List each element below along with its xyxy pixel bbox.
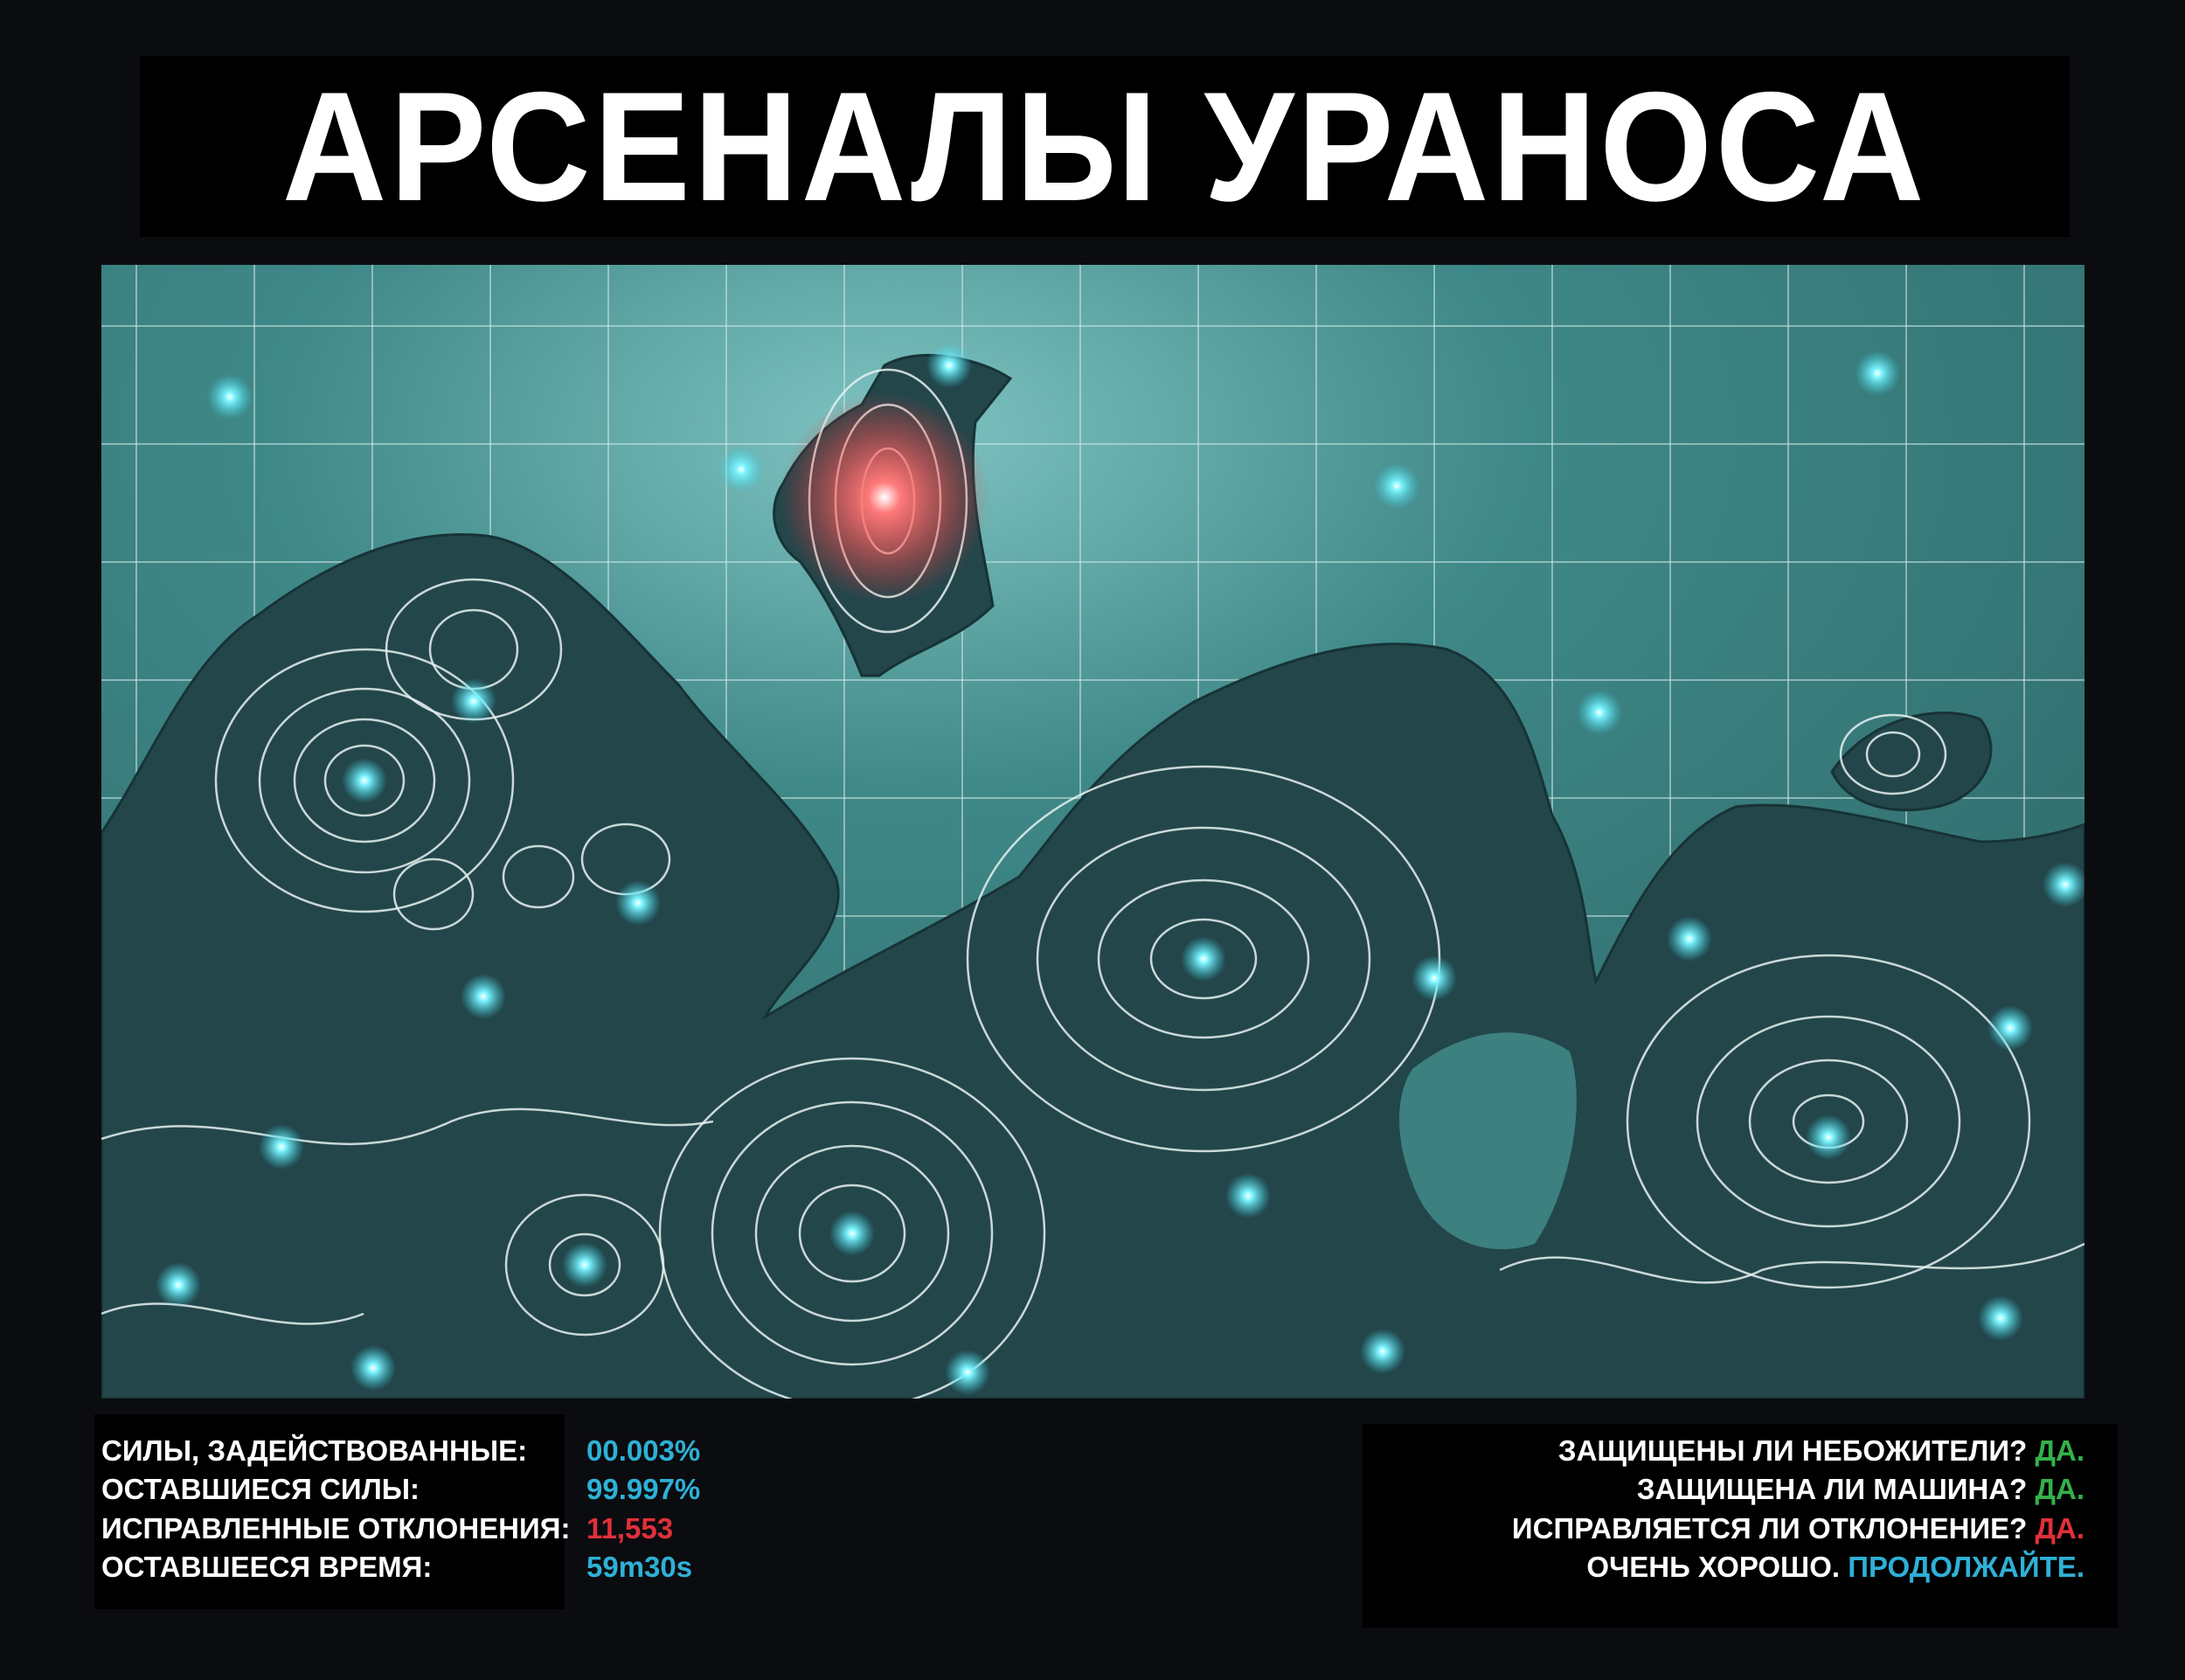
status-line: ОЧЕНЬ ХОРОШО. ПРОДОЛЖАЙТЕ.: [1586, 1550, 2084, 1585]
cyan-glow-point: [945, 1350, 990, 1395]
cyan-glow-point: [342, 758, 387, 803]
status-answer: ДА.: [2035, 1512, 2084, 1545]
cyan-glow-point: [451, 678, 496, 724]
cyan-glow-point: [718, 447, 764, 492]
status-answer: ДА.: [2035, 1434, 2084, 1467]
cyan-glow-point: [1667, 916, 1712, 961]
cyan-glow-point: [1987, 1005, 2033, 1051]
title-banner: АРСЕНАЛЫ УРАНОСА: [140, 56, 2070, 237]
cyan-glow-point: [1806, 1114, 1851, 1160]
cyan-glow-point: [1360, 1329, 1405, 1374]
stat-value: 59m30s: [586, 1551, 693, 1583]
page-title: АРСЕНАЛЫ УРАНОСА: [281, 59, 1928, 233]
cyan-glow-point: [2043, 862, 2084, 907]
cyan-glow-point: [1855, 351, 1900, 396]
cyan-glow-point: [615, 880, 661, 926]
status-panel: [1363, 1424, 2118, 1628]
glow-points: [156, 343, 2084, 1395]
cyan-glow-point: [1412, 955, 1457, 1001]
stat-label: СИЛЫ, ЗАДЕЙСТВОВАННЫЕ:: [101, 1434, 528, 1467]
stat-label: ОСТАВШИЕСЯ СИЛЫ:: [101, 1473, 420, 1505]
stat-value: 00.003%: [586, 1434, 701, 1467]
cyan-glow-point: [926, 343, 972, 388]
status-line: ЗАЩИЩЕНЫ ЛИ НЕБОЖИТЕЛИ? ДА.: [1558, 1434, 2084, 1468]
stat-label: ОСТАВШЕЕСЯ ВРЕМЯ:: [101, 1551, 433, 1583]
cyan-glow-point: [461, 974, 506, 1019]
stat-value: 11,553: [586, 1512, 674, 1545]
status-question: ОЧЕНЬ ХОРОШО.: [1586, 1551, 1841, 1583]
status-answer: ДА.: [2035, 1473, 2084, 1505]
cyan-glow-point: [1577, 690, 1622, 735]
status-line: ЗАЩИЩЕНА ЛИ МАШИНА? ДА.: [1637, 1472, 2084, 1507]
cyan-glow-point: [562, 1242, 607, 1288]
status-line: ИСПРАВЛЯЕТСЯ ЛИ ОТКЛОНЕНИЕ? ДА.: [1512, 1511, 2084, 1546]
cyan-glow-point: [1374, 463, 1419, 509]
stat-value: 99.997%: [586, 1473, 701, 1505]
cyan-glow-point: [259, 1124, 304, 1170]
cyan-glow-point: [1225, 1173, 1271, 1218]
cyan-glow-point: [156, 1262, 201, 1308]
status-question: ИСПРАВЛЯЕТСЯ ЛИ ОТКЛОНЕНИЕ?: [1511, 1512, 2028, 1545]
cyan-glow-point: [1978, 1295, 2023, 1341]
cyan-glow-point: [829, 1211, 875, 1256]
cyan-glow-point: [1181, 936, 1226, 982]
status-answer: ПРОДОЛЖАЙТЕ.: [1848, 1551, 2084, 1583]
cyan-glow-point: [207, 374, 253, 420]
status-question: ЗАЩИЩЕНЫ ЛИ НЕБОЖИТЕЛИ?: [1557, 1434, 2028, 1467]
red-glow-point: [780, 392, 989, 602]
cyan-glow-point: [350, 1345, 396, 1391]
stat-label: ИСПРАВЛЕННЫЕ ОТКЛОНЕНИЯ:: [101, 1512, 571, 1545]
status-question: ЗАЩИЩЕНА ЛИ МАШИНА?: [1636, 1473, 2028, 1505]
stats-panel: [94, 1414, 565, 1609]
topographic-map: [101, 265, 2084, 1399]
